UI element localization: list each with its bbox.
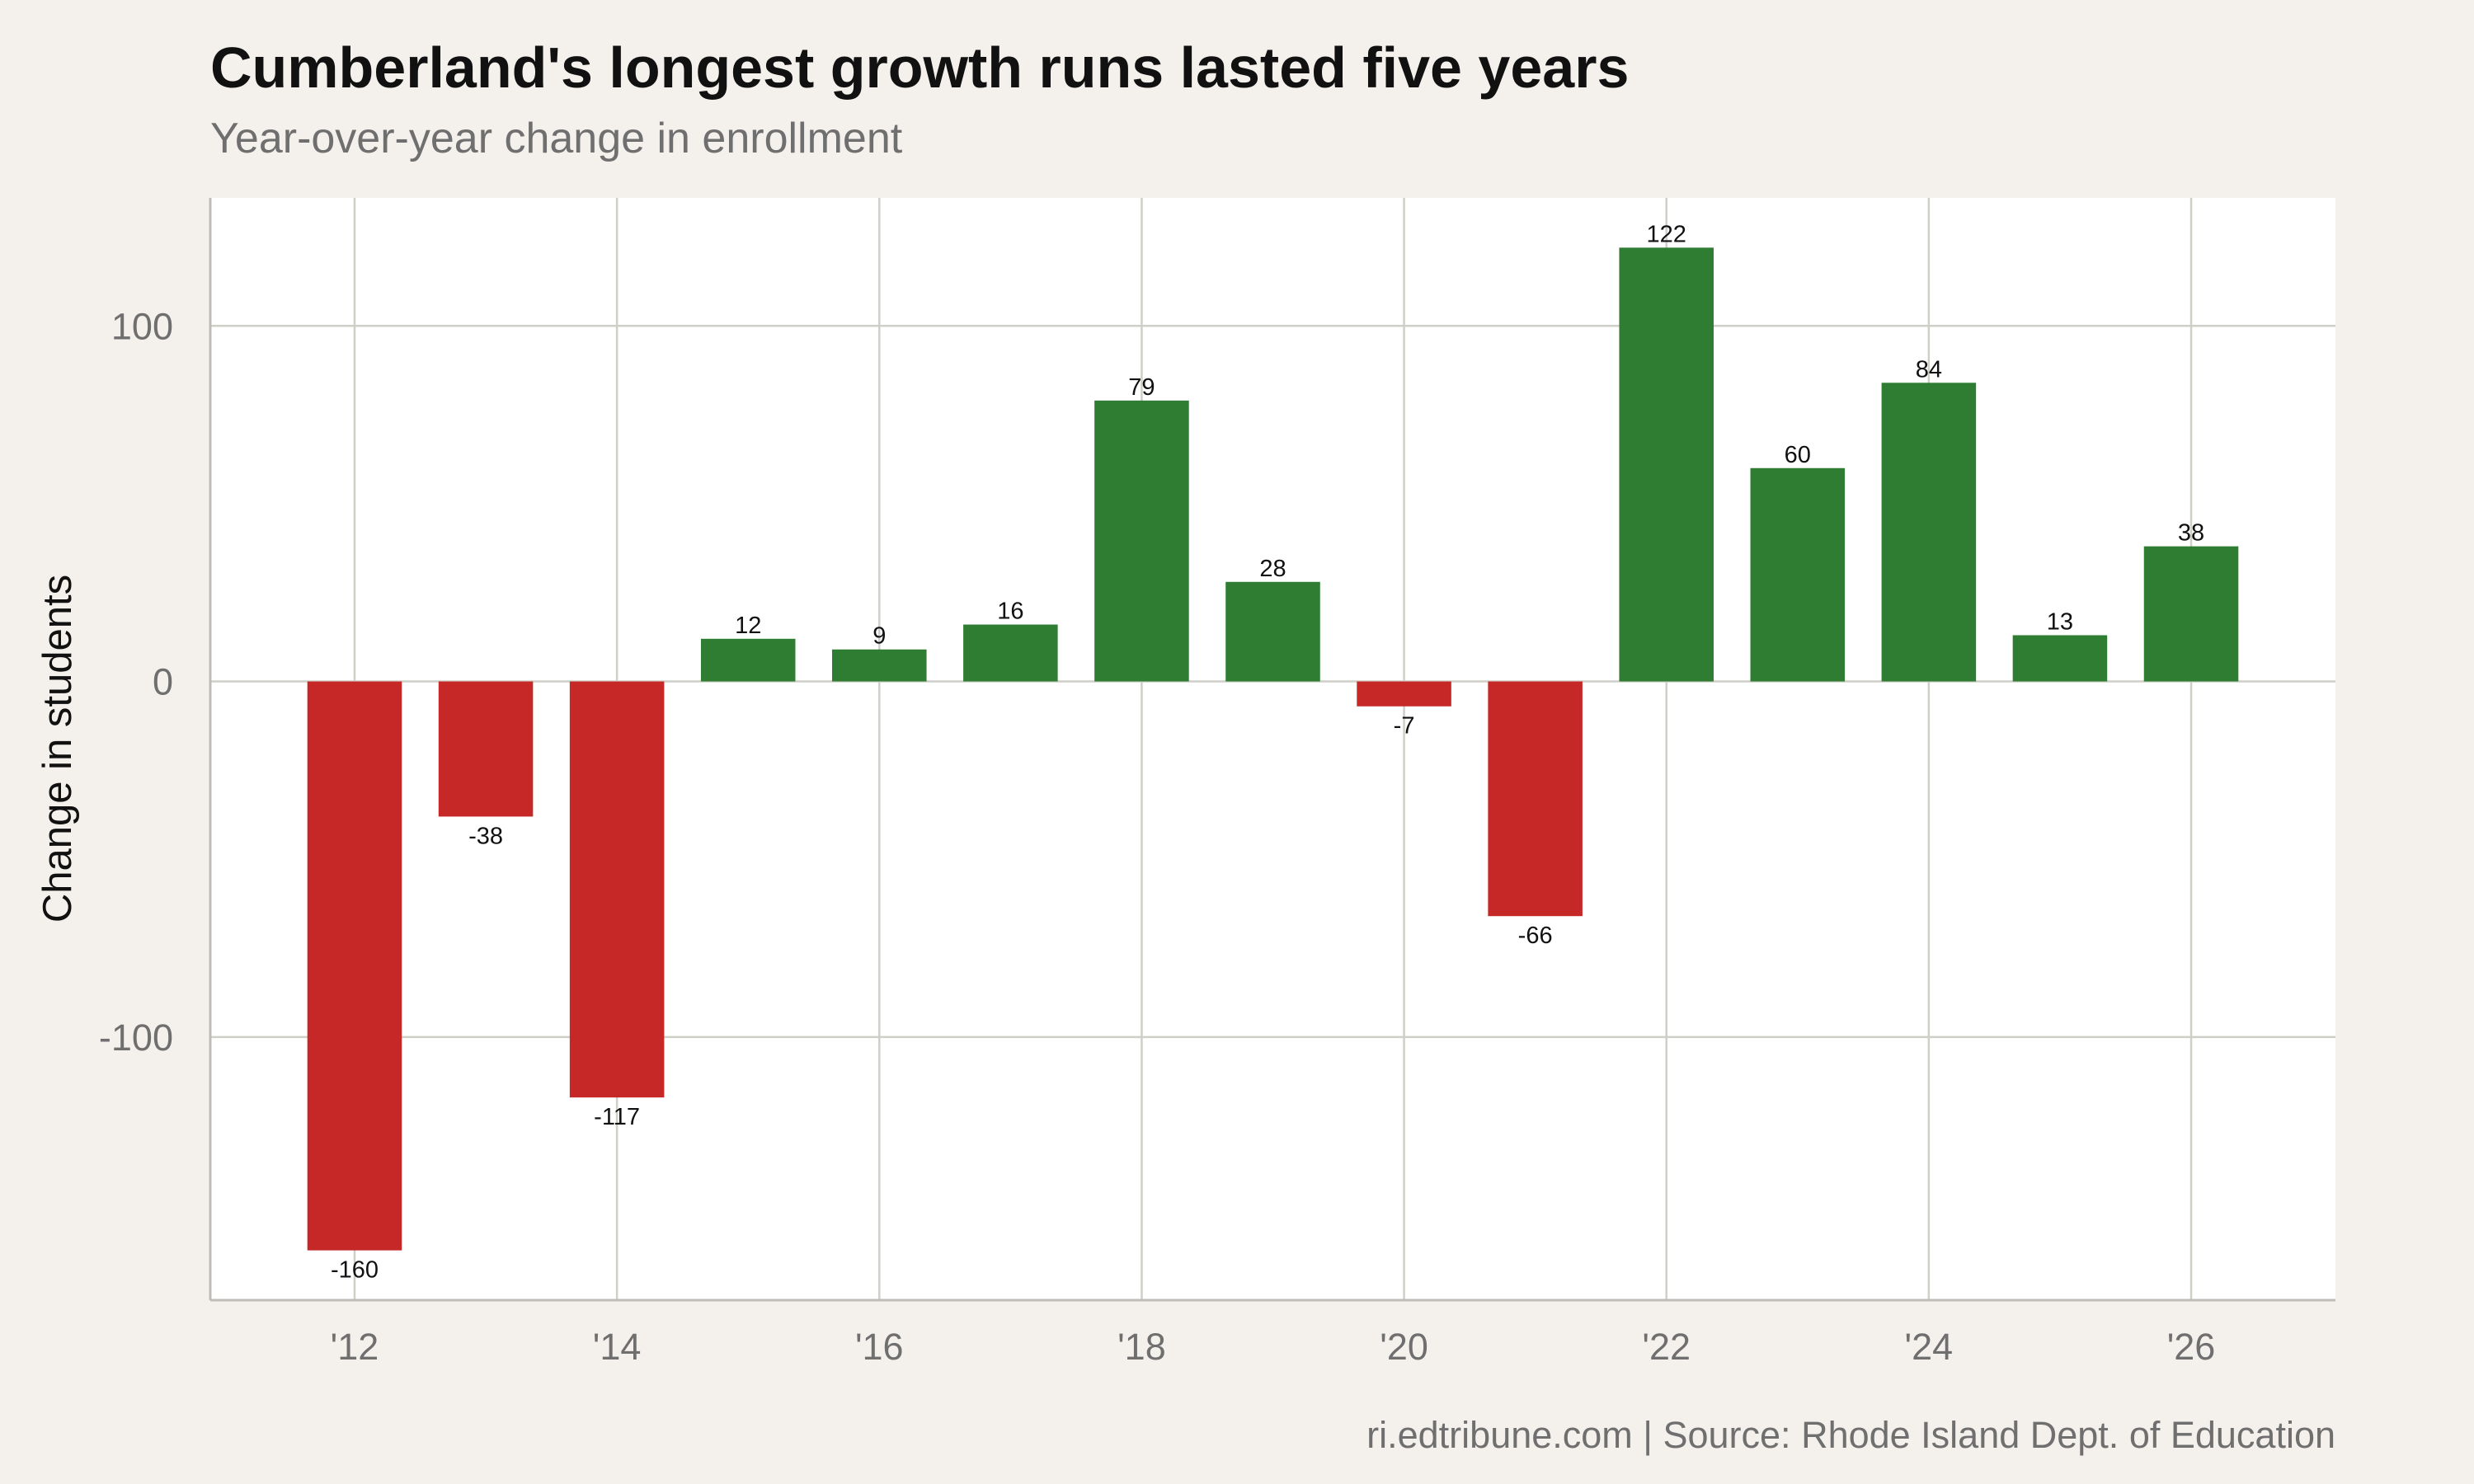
bar-2023: [1750, 467, 1846, 682]
x-tick-label: '14: [593, 1326, 642, 1368]
bar-2017: [963, 624, 1058, 682]
gridlines: [210, 198, 2335, 1300]
x-tick-label: '16: [855, 1326, 904, 1368]
data-label-2017: 16: [997, 599, 1023, 625]
bars: [307, 247, 2239, 1251]
data-label-2013: -38: [468, 823, 503, 849]
data-label-2014: -117: [594, 1104, 640, 1130]
bar-2018: [1094, 400, 1189, 682]
bar-2024: [1881, 383, 1977, 682]
tick-labels: -100 0 100 '12 '14 '16 '18 '20 '22 '24 '26: [99, 305, 2215, 1368]
bar-2022: [1619, 247, 1714, 682]
y-tick-label: 0: [153, 661, 173, 703]
bar-2025: [2012, 635, 2108, 682]
bar-2026: [2143, 546, 2239, 682]
chart-subtitle: Year-over-year change in enrollment: [210, 115, 903, 162]
source-caption: ri.edtribune.com | Source: Rhode Island …: [1366, 1414, 2335, 1456]
x-tick-label: '20: [1380, 1326, 1428, 1368]
data-label-2021: -66: [1518, 923, 1553, 949]
y-tick-label: 100: [111, 305, 173, 347]
x-tick-label: '22: [1642, 1326, 1691, 1368]
x-tick-label: '12: [331, 1326, 379, 1368]
bar-2019: [1225, 581, 1320, 682]
data-label-2015: 12: [735, 613, 761, 639]
plot-area: [210, 198, 2335, 1300]
data-label-2012: -160: [331, 1257, 379, 1284]
data-label-2019: 28: [1259, 556, 1286, 582]
data-label-2023: 60: [1785, 442, 1811, 468]
y-axis-title: Change in students: [35, 575, 80, 923]
data-label-2024: 84: [1916, 356, 1942, 383]
bar-2012: [307, 681, 402, 1251]
data-label-2020: -7: [1394, 713, 1415, 740]
bar-2021: [1488, 681, 1583, 917]
data-labels: -160 -38 -117 12 9 16 79 28 -7 -66 122 60 84 13 38: [331, 221, 2204, 1283]
data-label-2018: 79: [1128, 374, 1155, 401]
bar-2015: [700, 638, 796, 682]
data-label-2025: 13: [2047, 608, 2073, 635]
bar-2014: [569, 681, 665, 1098]
data-label-2026: 38: [2178, 520, 2204, 547]
data-label-2016: 9: [872, 623, 886, 650]
x-tick-label: '26: [2167, 1326, 2216, 1368]
bar-2020: [1357, 681, 1451, 707]
bar-2013: [438, 681, 534, 817]
x-tick-label: '18: [1117, 1326, 1166, 1368]
chart-title: Cumberland's longest growth runs lasted …: [210, 35, 1630, 100]
x-tick-label: '24: [1905, 1326, 1954, 1368]
y-tick-label: -100: [99, 1017, 173, 1059]
bar-2016: [832, 649, 927, 682]
data-label-2022: 122: [1647, 221, 1686, 247]
